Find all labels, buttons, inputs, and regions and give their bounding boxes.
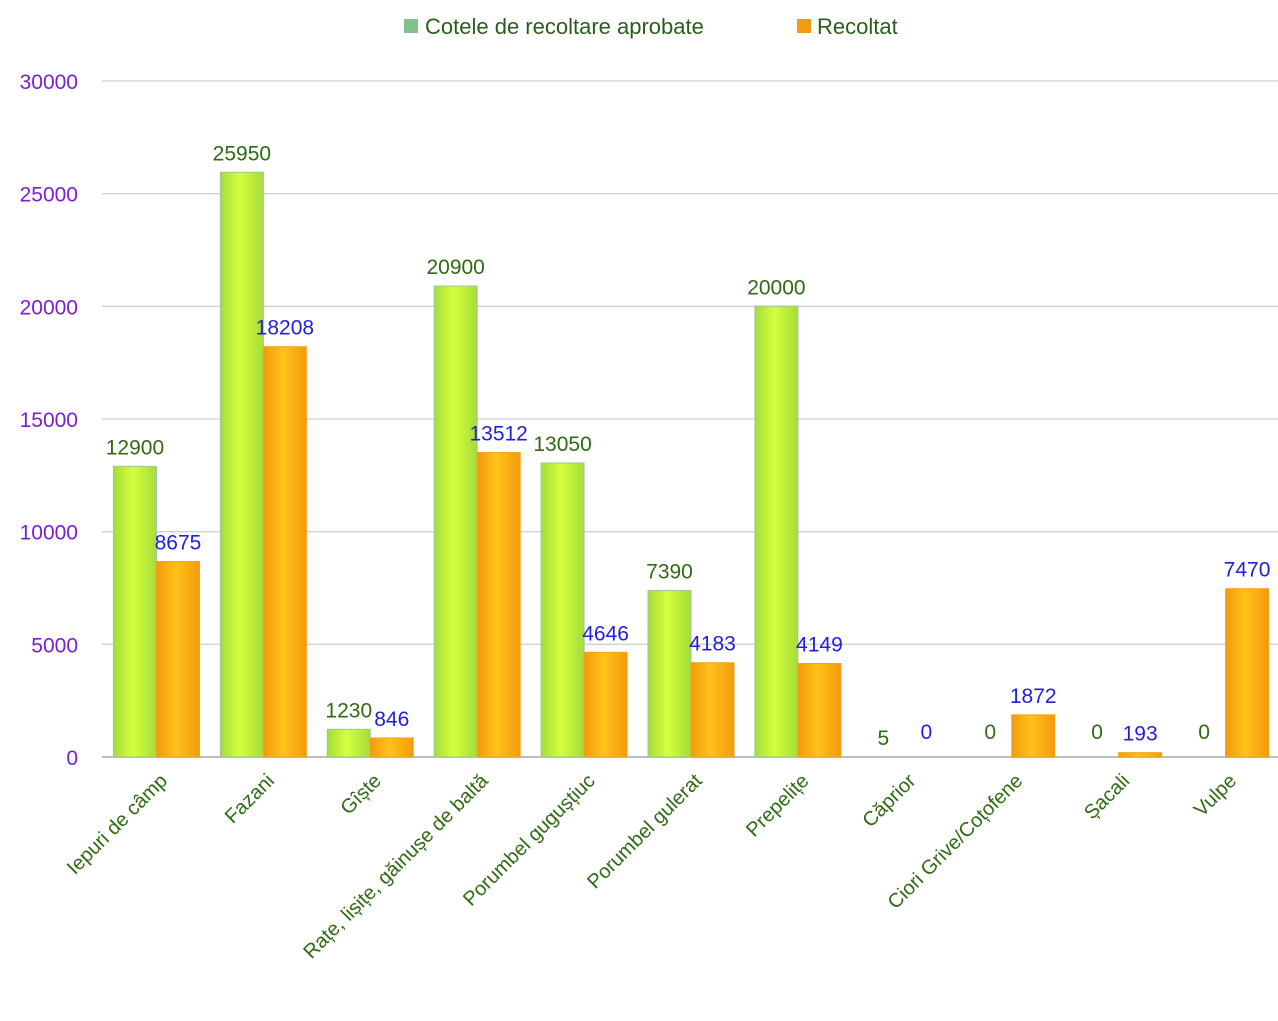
legend-label: Cotele de recoltare aprobate <box>425 14 704 39</box>
x-tick-label: Rațe, lișițe, găinușe de baltă <box>299 769 493 963</box>
x-tick-label: Fazani <box>221 770 279 828</box>
data-label-harvest: 4646 <box>582 622 629 645</box>
data-label-harvest: 846 <box>374 708 409 731</box>
y-tick-label: 15000 <box>20 409 78 432</box>
bar-quota <box>540 462 585 758</box>
x-tick-label: Șacali <box>1080 770 1134 824</box>
data-label-quota: 0 <box>1198 721 1210 744</box>
data-labels: 12900 8675 25950 18208 1230 846 20900 13512 1305… <box>106 142 1271 750</box>
data-label-harvest: 4149 <box>796 634 843 657</box>
bar-harvest <box>369 737 414 758</box>
data-label-harvest: 8675 <box>155 532 202 555</box>
x-tick-label: Porumbel gulerat <box>583 770 707 894</box>
legend: Cotele de recoltare aprobate Recoltat <box>404 14 898 39</box>
bar-harvest <box>583 651 628 758</box>
x-tick-label: Căprior <box>858 770 920 832</box>
data-label-harvest: 18208 <box>256 317 314 340</box>
data-label-quota: 0 <box>984 721 996 744</box>
legend-swatch <box>404 19 418 33</box>
bar-harvest <box>155 561 200 758</box>
bar-harvest <box>1118 752 1163 758</box>
y-tick-label: 0 <box>66 747 78 770</box>
y-tick-label: 5000 <box>31 634 78 657</box>
legend-swatch <box>797 19 811 33</box>
bar-harvest <box>476 452 521 758</box>
data-label-harvest: 13512 <box>469 423 527 446</box>
bar-quota <box>433 285 478 758</box>
y-tick-label: 10000 <box>20 522 78 545</box>
data-label-quota: 7390 <box>646 560 693 583</box>
y-tick-label: 20000 <box>20 296 78 319</box>
bar-harvest <box>262 346 307 758</box>
x-tick-label: Iepuri de câmp <box>63 770 172 879</box>
data-label-quota: 20900 <box>426 256 484 279</box>
y-axis: 0 5000 10000 15000 20000 25000 30000 <box>20 71 78 770</box>
bar-harvest <box>1011 714 1056 758</box>
data-label-quota: 13050 <box>533 433 591 456</box>
bar-quota <box>754 305 799 758</box>
bar-quota <box>326 728 371 758</box>
data-label-harvest: 0 <box>920 721 932 744</box>
bars <box>112 171 1270 758</box>
data-label-quota: 12900 <box>106 436 164 459</box>
data-label-quota: 0 <box>1091 721 1103 744</box>
data-label-quota: 25950 <box>213 142 271 165</box>
bar-quota <box>219 171 264 758</box>
bar-quota <box>112 465 157 758</box>
y-tick-label: 30000 <box>20 71 78 94</box>
y-tick-label: 25000 <box>20 184 78 207</box>
x-tick-label: Vulpe <box>1190 770 1241 821</box>
bar-quota <box>647 589 692 758</box>
data-label-harvest: 4183 <box>689 633 736 656</box>
data-label-quota: 1230 <box>325 699 372 722</box>
bar-harvest <box>797 663 842 758</box>
x-tick-label: Gîște <box>336 770 385 819</box>
data-label-harvest: 1872 <box>1010 685 1057 708</box>
data-label-quota: 20000 <box>747 276 805 299</box>
bar-harvest <box>690 662 735 758</box>
x-tick-label: Prepelițe <box>742 770 813 841</box>
legend-label: Recoltat <box>817 14 898 39</box>
bar-harvest <box>1225 588 1270 758</box>
data-label-quota: 5 <box>877 727 889 750</box>
data-label-harvest: 193 <box>1123 723 1158 746</box>
data-label-harvest: 7470 <box>1224 559 1271 582</box>
